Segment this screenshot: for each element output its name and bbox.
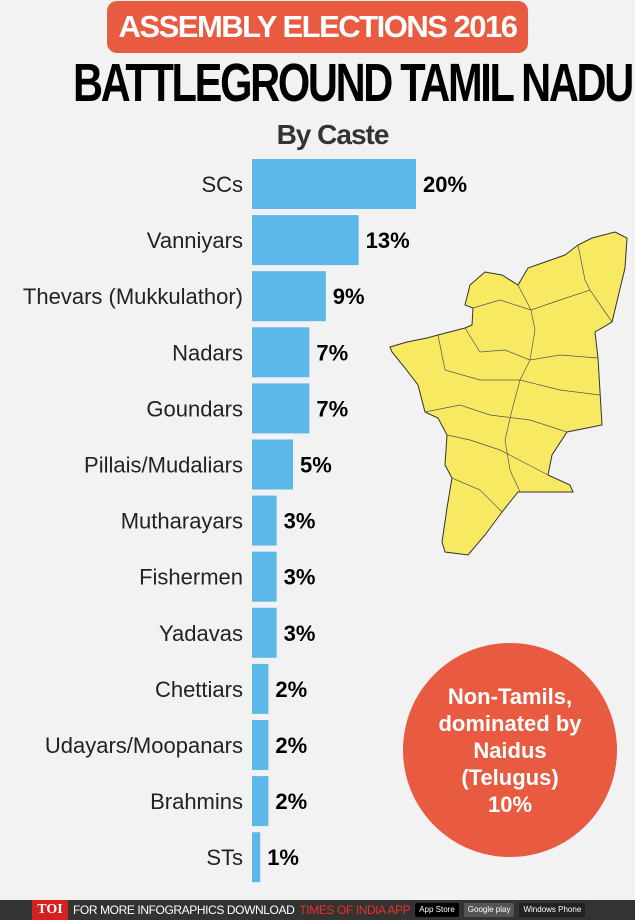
footer-app-link[interactable]: TIMES OF INDIA APP — [299, 903, 411, 917]
callout-value: 10% — [487, 791, 533, 817]
category-label: Udayars/Moopanars — [45, 733, 243, 758]
value-label: 5% — [300, 453, 332, 478]
callout-line: Non-Tamils, — [447, 683, 573, 709]
bar — [252, 271, 326, 322]
bar — [252, 551, 277, 602]
value-label: 3% — [284, 509, 316, 534]
bar — [252, 383, 310, 434]
bar — [252, 776, 269, 827]
category-label: Yadavas — [159, 621, 243, 646]
app-store-button[interactable]: App Store — [415, 903, 459, 917]
bar — [252, 159, 416, 209]
value-label: 3% — [284, 565, 316, 590]
category-label: Vanniyars — [147, 228, 243, 253]
value-label: 2% — [275, 789, 307, 814]
header-badge: ASSEMBLY ELECTIONS 2016 — [106, 1, 529, 53]
category-label: Chettiars — [155, 677, 243, 702]
category-label: Mutharayars — [121, 509, 243, 534]
toi-logo[interactable]: TOI — [32, 900, 68, 920]
value-label: 20% — [423, 172, 467, 197]
bar — [252, 720, 269, 770]
bar — [252, 327, 310, 378]
value-label: 13% — [366, 228, 410, 253]
category-label: Pillais/Mudaliars — [84, 453, 243, 478]
bar — [252, 215, 359, 266]
bar — [252, 495, 277, 546]
non-tamils-callout: Non-Tamils, dominated by Naidus (Telugus… — [403, 643, 617, 857]
callout-line: dominated by — [438, 710, 582, 736]
value-label: 2% — [275, 677, 307, 702]
chart-subtitle: By Caste — [276, 119, 390, 150]
category-label: Brahmins — [150, 789, 243, 814]
value-label: 7% — [316, 340, 348, 365]
bar-chart: SCs 20% Vanniyars 13% Thevars (Mukkulathor) 9… — [23, 159, 628, 883]
bar — [252, 607, 277, 658]
category-label: STs — [206, 845, 243, 870]
map-outline — [389, 231, 628, 556]
footer-text: FOR MORE INFOGRAPHICS DOWNLOAD — [73, 903, 295, 917]
google-play-button[interactable]: Google play — [463, 903, 515, 917]
bar — [252, 439, 293, 490]
footer-bar: TOI FOR MORE INFOGRAPHICS DOWNLOAD TIMES… — [0, 900, 635, 920]
page-title: BATTLEGROUND TAMIL NADU — [73, 53, 634, 113]
category-label: Goundars — [146, 396, 243, 421]
category-label: Fishermen — [139, 565, 243, 590]
windows-phone-button[interactable]: Windows Phone — [519, 903, 586, 917]
value-label: 9% — [333, 284, 365, 309]
category-label: Thevars (Mukkulathor) — [23, 284, 243, 309]
value-label: 2% — [275, 733, 307, 758]
value-label: 3% — [284, 621, 316, 646]
tamil-nadu-map — [389, 231, 628, 556]
district-borders — [424, 244, 613, 513]
callout-line: Naidus — [473, 737, 547, 763]
bar — [252, 832, 261, 883]
bar — [252, 663, 269, 714]
category-label: SCs — [201, 172, 243, 197]
value-label: 7% — [316, 396, 348, 421]
value-label: 1% — [267, 845, 299, 870]
callout-line: (Telugus) — [461, 764, 559, 790]
category-label: Nadars — [172, 340, 243, 365]
